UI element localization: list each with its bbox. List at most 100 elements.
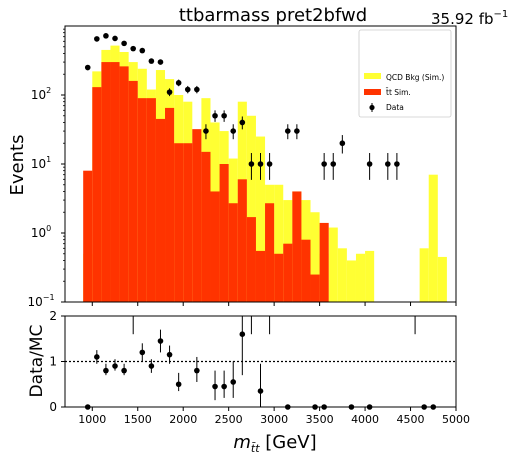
- y-tick-label: 10−1: [27, 293, 54, 309]
- data-point: [294, 128, 300, 134]
- ratio-y-tick-label: 1: [49, 355, 57, 369]
- ttbar-bar: [83, 170, 93, 302]
- legend-marker-data: [369, 104, 375, 111]
- ratio-y-tick-label: 0: [49, 400, 57, 414]
- ttbar-bar: [110, 62, 120, 303]
- ratio-point: [175, 381, 182, 388]
- ratio-point: [103, 367, 109, 374]
- top-plot: 10−1 100 101 102: [27, 25, 457, 309]
- ttbar-bar: [265, 203, 275, 302]
- qcd-bar: [246, 115, 256, 302]
- qcd-bar: [365, 250, 375, 302]
- legend-swatch-ttbar: [364, 89, 381, 95]
- data-point: [84, 64, 91, 71]
- legend-frame: [358, 29, 452, 118]
- qcd-bar: [346, 260, 356, 302]
- x-tick-label: 2000: [169, 413, 197, 426]
- ratio-point: [112, 363, 118, 369]
- data-point: [221, 112, 227, 119]
- ttbar-bar: [228, 203, 238, 302]
- data-point: [103, 33, 109, 39]
- qcd-bar: [328, 227, 338, 302]
- x-tick-label: 4500: [397, 413, 425, 426]
- qcd-bar: [419, 248, 429, 302]
- data-point: [130, 45, 136, 52]
- chart-title: ttbarmass pret2bfwd: [179, 5, 367, 26]
- data-point: [184, 86, 191, 93]
- lumi-label: 35.92 fb−1: [431, 9, 508, 28]
- ttbar-bar: [201, 151, 211, 302]
- ratio-point: [212, 383, 218, 390]
- ttbar-bar: [183, 143, 193, 302]
- ttbar-bar: [174, 143, 184, 302]
- ttbar-bar: [165, 107, 175, 302]
- ttbar-bar: [246, 217, 256, 302]
- ratio-point: [148, 363, 155, 369]
- ttbar-bar: [219, 164, 229, 302]
- x-tick-label: 3000: [260, 413, 288, 426]
- y-axis-label-top: Events: [7, 135, 28, 196]
- data-point: [139, 47, 146, 54]
- qcd-bar: [310, 212, 320, 302]
- data-point: [266, 161, 273, 167]
- data-point: [385, 161, 391, 167]
- ttbar-bar: [301, 239, 311, 302]
- ttbar-bar: [137, 98, 147, 303]
- qcd-bar: [428, 174, 438, 302]
- data-point: [257, 161, 264, 167]
- ttbar-bar: [274, 253, 284, 302]
- qcd-bar: [355, 253, 366, 302]
- ttbar-bar: [119, 66, 129, 302]
- data-point: [366, 161, 373, 167]
- ratio-point: [221, 383, 227, 390]
- ratio-point: [139, 349, 146, 356]
- data-point: [148, 58, 155, 64]
- x-tick-label: 1500: [124, 413, 152, 426]
- legend-label-data: Data: [386, 103, 404, 112]
- data-point: [121, 40, 127, 47]
- qcd-bar: [337, 248, 347, 302]
- y-axis-label-bottom: Data/MC: [27, 325, 47, 398]
- x-tick-label: 3500: [306, 413, 334, 426]
- ttbar-bar: [92, 87, 102, 302]
- ratio-point: [94, 354, 100, 360]
- legend-label-qcd: QCD Bkg (Sim.): [386, 73, 444, 82]
- y-tick-label: 100: [31, 224, 51, 240]
- data-point: [175, 80, 182, 86]
- ratio-point: [230, 379, 237, 385]
- x-tick-label: 4000: [351, 413, 379, 426]
- ttbar-bar: [128, 80, 138, 303]
- legend-swatch-qcd: [364, 73, 381, 79]
- ttbar-bar: [319, 222, 329, 302]
- x-tick-label: 5000: [442, 413, 470, 426]
- data-point: [212, 112, 218, 119]
- x-axis-label: mt̄t [GeV]: [233, 432, 316, 455]
- x-tick-label: 2500: [215, 413, 243, 426]
- ratio-point: [194, 367, 200, 374]
- data-point: [248, 161, 255, 167]
- data-point: [284, 128, 291, 134]
- data-point: [321, 161, 327, 167]
- data-point: [330, 161, 337, 167]
- qcd-bar: [437, 256, 447, 302]
- data-point: [194, 86, 200, 93]
- ratio-point: [166, 351, 173, 358]
- ratio-point: [239, 331, 246, 338]
- data-point: [166, 89, 173, 95]
- qcd-bar: [274, 184, 284, 302]
- ttbar-bar: [283, 243, 293, 302]
- ratio-point: [157, 338, 164, 344]
- ratio-point: [257, 388, 264, 394]
- data-point: [157, 59, 164, 65]
- data-point: [203, 128, 209, 134]
- ttbar-bar: [210, 191, 220, 302]
- ratio-y-tick-label: 2: [49, 309, 57, 323]
- data-point: [112, 35, 118, 42]
- ttbar-bar: [192, 129, 202, 302]
- x-tick-label: 1000: [78, 413, 106, 426]
- ttbar-bar: [155, 118, 166, 302]
- legend: QCD Bkg (Sim.) t̄t Sim. Data: [358, 29, 452, 118]
- y-tick-label: 102: [31, 86, 51, 102]
- data-point: [394, 161, 400, 167]
- ttbar-bar: [237, 179, 247, 302]
